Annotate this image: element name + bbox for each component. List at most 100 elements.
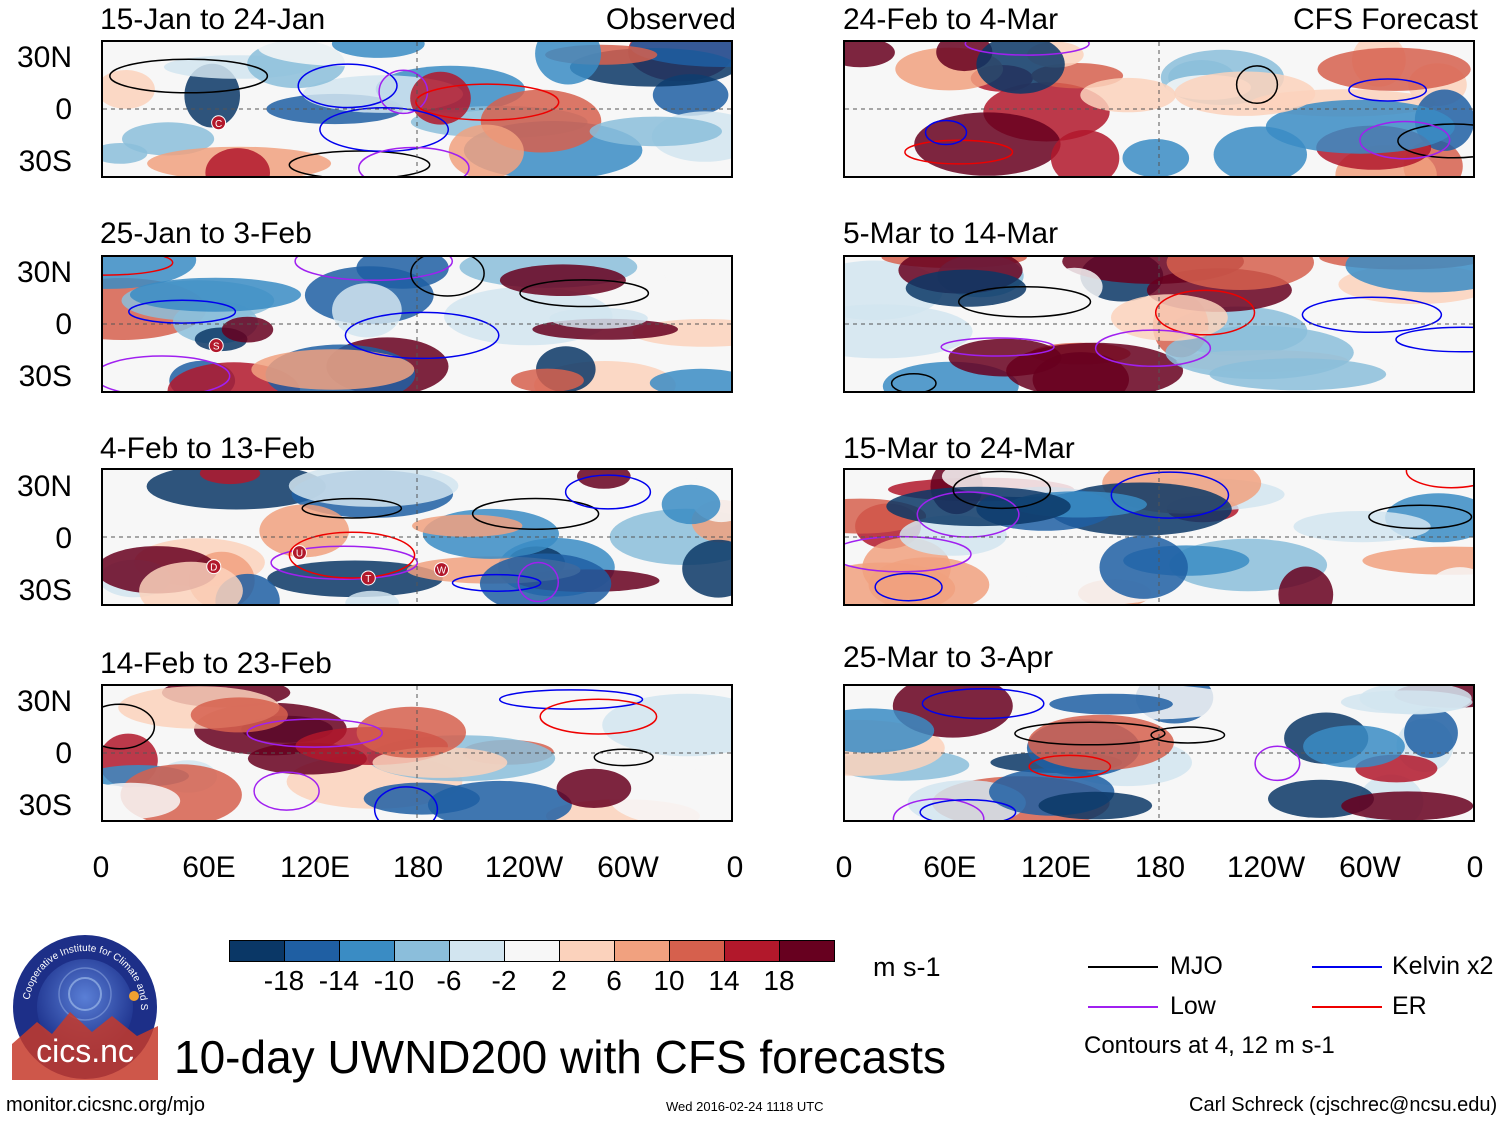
- colorbar-label: 14: [708, 965, 740, 996]
- wave-contour: [270, 545, 419, 580]
- svg-text:W: W: [437, 566, 447, 577]
- panel-title: 14-Feb to 23-Feb: [100, 647, 332, 680]
- wave-contour: [1028, 754, 1112, 779]
- map-panel: S: [101, 255, 733, 393]
- field-blob: [1381, 361, 1445, 391]
- colorbar-label: -2: [491, 965, 517, 996]
- storm-marker: T: [360, 570, 376, 586]
- field-blob: [1122, 139, 1190, 176]
- field-blob: [1265, 99, 1455, 154]
- colorbar-label: 18: [763, 965, 795, 996]
- map-panel: [101, 684, 733, 822]
- wave-contour: [539, 698, 658, 735]
- map-field: D U T W: [103, 470, 731, 604]
- field-blob: [412, 514, 523, 537]
- lon-label: 180: [1134, 851, 1186, 884]
- lon-label: 120E: [279, 851, 351, 884]
- panel-title: 4-Feb to 13-Feb: [100, 432, 316, 465]
- colorbar-label: -18: [263, 965, 305, 996]
- field-blob: [146, 470, 326, 510]
- field-blob: [1278, 566, 1334, 604]
- wave-contour: [1154, 289, 1256, 336]
- map-panel: D U T W: [101, 468, 733, 606]
- footer-url[interactable]: monitor.cicsnc.org/mjo: [6, 1094, 205, 1116]
- field-blob: [427, 780, 572, 820]
- field-blob: [1426, 567, 1473, 604]
- colorbar-swatch: [229, 940, 285, 962]
- field-blob: [661, 484, 721, 525]
- lon-label: 60E: [923, 851, 977, 884]
- lon-label: 0: [726, 851, 744, 884]
- field-blob: [845, 562, 956, 604]
- field-blob: [1209, 358, 1387, 391]
- field-blob: [184, 63, 240, 128]
- colorbar-label: 6: [606, 965, 622, 996]
- lat-label: 30N: [16, 41, 72, 74]
- wave-contour: [874, 572, 943, 602]
- wave-contour: [593, 748, 654, 767]
- legend-label-mjo: MJO: [1170, 952, 1223, 980]
- wave-contour: [358, 146, 470, 176]
- field-blob: [221, 316, 274, 343]
- logo-text: cics.nc: [36, 1033, 134, 1069]
- wave-contour: [301, 497, 403, 519]
- legend-line-mjo: [1088, 966, 1158, 968]
- colorbar-label: -14: [318, 965, 360, 996]
- colorbar-swatch: [394, 940, 450, 962]
- lon-label: 0: [92, 851, 110, 884]
- colorbar-swatch: [669, 940, 725, 962]
- wave-contour: [103, 703, 156, 750]
- field-blob: [948, 338, 1062, 377]
- field-blob: [845, 42, 895, 68]
- legend-label-er: ER: [1392, 992, 1427, 1020]
- field-blob: [602, 693, 731, 757]
- field-blob: [556, 768, 632, 808]
- map-field: C: [103, 42, 731, 176]
- wave-contour: [924, 119, 968, 146]
- field-blob: [577, 470, 631, 489]
- field-blob: [905, 269, 1027, 307]
- field-blob: [1166, 257, 1314, 290]
- wave-contour: [103, 257, 174, 276]
- field-blob: [345, 590, 399, 604]
- map-field: [845, 257, 1473, 391]
- lon-label: 120W: [484, 851, 564, 884]
- field-blob: [1038, 791, 1153, 820]
- lat-label: 30N: [16, 256, 72, 289]
- storm-marker: W: [434, 562, 450, 578]
- wave-contour: [919, 798, 1017, 820]
- field-blob: [356, 706, 466, 758]
- colorbar-swatch: [284, 940, 340, 962]
- colorbar-swatch: [449, 940, 505, 962]
- lon-label: 60W: [597, 851, 659, 884]
- colorbar-swatch: [339, 940, 395, 962]
- lat-label: 30N: [16, 685, 72, 718]
- map-panel: [843, 468, 1475, 606]
- field-blob: [845, 708, 935, 753]
- wave-contour: [890, 372, 937, 391]
- footer-timestamp: Wed 2016-02-24 1118 UTC: [666, 1099, 824, 1114]
- legend-note: Contours at 4, 12 m s-1: [1084, 1032, 1335, 1059]
- map-panel: [843, 684, 1475, 822]
- panel-title: 25-Jan to 3-Feb: [100, 217, 312, 250]
- wave-contour: [1359, 120, 1451, 160]
- wave-contour: [410, 257, 485, 297]
- storm-marker: S: [208, 338, 224, 354]
- field-blob: [1341, 791, 1473, 820]
- wave-contour: [1368, 504, 1473, 530]
- field-blob: [331, 42, 425, 58]
- field-blob: [1099, 535, 1188, 599]
- lat-label: 30S: [18, 574, 72, 607]
- svg-text:D: D: [210, 563, 217, 574]
- wave-contour: [128, 299, 237, 324]
- field-blob: [103, 257, 197, 289]
- wave-contour: [892, 798, 985, 820]
- field-blob: [332, 283, 402, 338]
- colorbar-label: 2: [551, 965, 567, 996]
- field-blob: [288, 470, 459, 507]
- legend-line-kelvin: [1312, 966, 1382, 968]
- colorbar-label: -6: [436, 965, 462, 996]
- field-blob: [845, 304, 973, 359]
- field-blob: [630, 42, 731, 67]
- field-blob: [1362, 546, 1473, 575]
